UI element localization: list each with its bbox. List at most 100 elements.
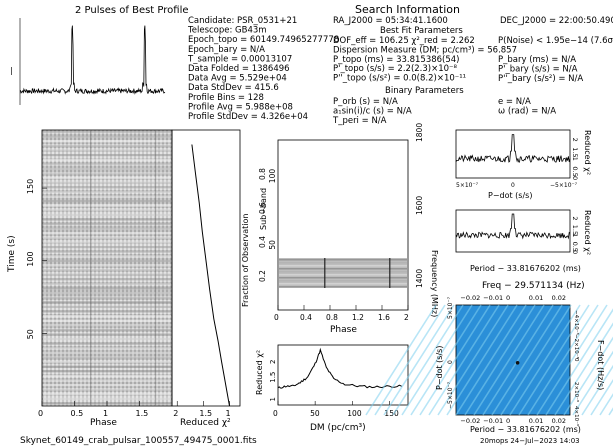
info-right-line: P'_topo (s/s) = 2.2(2.3)×10⁻⁸ xyxy=(333,64,458,74)
time-phase-ytick: 100 xyxy=(26,251,35,266)
time-phase-image xyxy=(41,129,173,407)
time-phase-row xyxy=(43,246,171,249)
time-phase-row xyxy=(43,384,171,387)
info-bary-line: P'_bary (s/s) = N/A xyxy=(498,64,578,74)
ppdot-streak xyxy=(536,304,608,416)
period-ylabel: Reduced χ² xyxy=(583,210,592,255)
ppdot-top-tick: 0.01 xyxy=(529,294,543,302)
ppdot-streak xyxy=(419,304,491,416)
footer-stamp: 20mops 24−Jul−2023 14:03 xyxy=(480,437,580,445)
info-right-line: DOF_eff = 106.25 χ²_red = 2.262 xyxy=(333,36,475,46)
ppdot-streak xyxy=(392,304,464,416)
ppdot-streak xyxy=(491,304,563,416)
pdot-xlabel: P−dot (s/s) xyxy=(488,191,532,200)
time-phase-row xyxy=(43,393,171,396)
time-phase-xtick: 0 xyxy=(38,409,43,418)
time-phase-row xyxy=(43,361,171,364)
ppdot-streak xyxy=(428,304,500,416)
binary-left-line: P_orb (s) = N/A xyxy=(333,97,398,107)
ppdot-bottom-tick: 0.02 xyxy=(552,417,566,425)
time-phase-xtick: 1.5 xyxy=(136,409,149,418)
time-phase-panel: 0 0.5 1 1.5 50 100 150 Phase Time (s) xyxy=(7,129,173,428)
time-phase-row xyxy=(43,158,171,161)
ppdot-left-tick: −5×10⁻⁷ xyxy=(447,381,454,409)
ppdot-right-tick: 4×10⁻⁶ xyxy=(573,406,580,427)
time-phase-row xyxy=(43,388,171,391)
subband-left-tick: 0.4 xyxy=(258,236,267,248)
subband-ylabel-right: Frequency (MHz) xyxy=(430,250,439,317)
chi2-time-frame xyxy=(171,129,241,407)
pdot-ytick: 1 xyxy=(571,157,579,161)
ppdot-streak xyxy=(455,304,527,416)
ppdot-streak xyxy=(581,364,613,416)
time-phase-row xyxy=(43,342,171,345)
ppdot-streak xyxy=(518,304,590,416)
subband-xtick: 1.6 xyxy=(378,313,390,322)
info-right-line: Dispersion Measure (DM; pc/cm³) = 56.857 xyxy=(333,45,517,55)
info-left-line: Epoch_topo = 60149.74965277778 xyxy=(188,35,339,45)
subband-ylabel-left: Fraction of Observation xyxy=(241,214,250,307)
time-phase-row xyxy=(43,333,171,336)
ppdot-streak xyxy=(572,350,613,416)
ppdot-bottom-tick: 0 xyxy=(506,417,510,425)
subband-xtick: 0.8 xyxy=(326,313,338,322)
binary-right-line: e = N/A xyxy=(498,97,531,107)
best-fit-title: Best Fit Parameters xyxy=(380,26,463,36)
subband-row xyxy=(279,283,407,285)
ppdot-streak xyxy=(590,378,613,416)
ppdot-streak xyxy=(482,304,554,416)
time-phase-row xyxy=(43,241,171,244)
time-phase-row xyxy=(43,264,171,267)
chi2-time-line xyxy=(191,144,230,407)
dm-xlabel: DM (pc/cm³) xyxy=(310,423,366,433)
subband-right-tick: 1800 xyxy=(415,123,424,142)
info-left-line: Telescope: GB43m xyxy=(187,26,267,36)
subband-row xyxy=(279,274,407,276)
info-left-line: Profile Bins = 128 xyxy=(188,93,264,103)
time-phase-row xyxy=(43,370,171,373)
subband-row xyxy=(279,259,407,261)
ra-text: RA_J2000 = 05:34:41.1600 xyxy=(333,16,448,26)
binary-left-line: T_peri = N/A xyxy=(332,116,387,126)
chi2-time-xtick: 2 xyxy=(173,409,178,418)
subband-xtick: 2 xyxy=(404,313,409,322)
time-phase-row xyxy=(43,144,171,147)
ppdot-left-tick: 0 xyxy=(447,360,454,364)
dec-text: DEC_J2000 = 22:00:50.4900 xyxy=(500,16,613,26)
time-phase-row xyxy=(43,209,171,212)
time-phase-row xyxy=(43,282,171,285)
ppdot-best-marker xyxy=(515,361,520,365)
pdot-ylabel: Reduced χ² xyxy=(583,130,592,175)
subband-left-tick: 0.2 xyxy=(258,270,267,282)
period-curve-line xyxy=(455,213,571,240)
subband-row xyxy=(279,268,407,270)
pnoise-text: P(Noise) < 1.95e−14 (7.6σ) xyxy=(498,36,613,46)
time-phase-row xyxy=(43,250,171,253)
time-phase-row xyxy=(43,292,171,295)
period-ytick: 0 xyxy=(571,250,579,254)
dm-xtick: 0 xyxy=(273,409,278,418)
time-phase-row xyxy=(43,259,171,262)
time-phase-row xyxy=(43,135,171,138)
time-phase-row xyxy=(43,379,171,382)
dm-ytick: 2 xyxy=(269,360,277,364)
period-ytick: 1 xyxy=(571,233,579,237)
info-left-line: Epoch_bary = N/A xyxy=(188,45,265,55)
subband-xtick: 1.2 xyxy=(352,313,364,322)
time-phase-row xyxy=(43,287,171,290)
info-right-line: P''_topo (s/s²) = 0.0(8.2)×10⁻¹¹ xyxy=(333,74,466,84)
profile-line xyxy=(19,25,166,95)
time-phase-row xyxy=(43,269,171,272)
ppdot-right-tick: −4×10⁻⁶ xyxy=(573,310,580,336)
binary-title: Binary Parameters xyxy=(385,86,464,96)
ppdot-xlabel: Period − 33.81676202 (ms) xyxy=(470,425,581,434)
info-left-line: T_sample = 0.00013107 xyxy=(187,54,292,64)
subband-ylabel-mid: Sub−band xyxy=(259,188,268,230)
pdot-ytick: 1.5 xyxy=(571,147,579,157)
subband-row xyxy=(279,265,407,267)
period-xlabel: Period − 33.81676202 (ms) xyxy=(470,264,581,273)
ppdot-bottom-tick: −0.02 xyxy=(460,417,480,425)
ppdot-streak xyxy=(473,304,545,416)
dm-curve-line xyxy=(277,347,403,389)
dm-panel: 0 50 100 150 1 1.5 2 DM (pc/cm³) Reduced χ² xyxy=(255,344,409,433)
